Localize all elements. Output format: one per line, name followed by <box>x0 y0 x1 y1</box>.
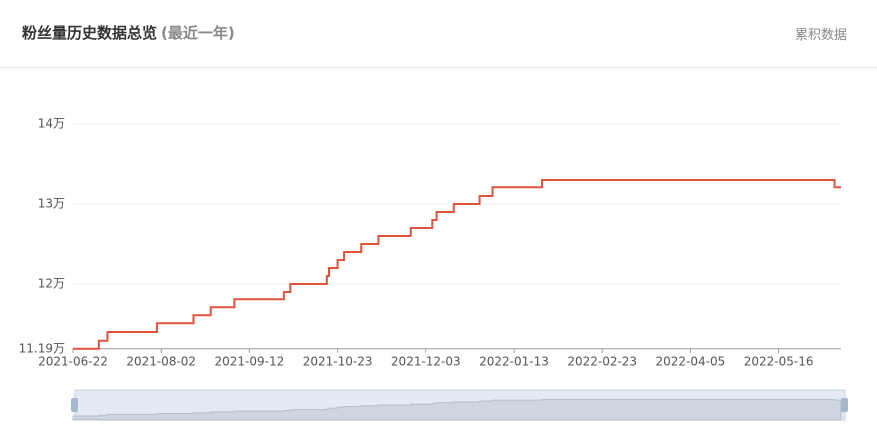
series-line <box>73 179 841 350</box>
x-tick-label: 2021-12-03 <box>391 354 461 368</box>
title: 粉丝量历史数据总览 <box>22 24 158 42</box>
zoom-preview <box>72 398 842 421</box>
title-wrap: 粉丝量历史数据总览 (最近一年) <box>22 22 235 43</box>
zoom-handle[interactable] <box>841 398 848 412</box>
subtitle: (最近一年) <box>161 24 235 42</box>
x-tick-label: 2022-02-23 <box>567 354 637 368</box>
x-tick-label: 2022-05-16 <box>744 354 814 368</box>
zoom-handle[interactable] <box>71 398 78 412</box>
x-tick-label: 2021-09-12 <box>215 354 285 368</box>
header: 粉丝量历史数据总览 (最近一年) 累积数据 <box>0 0 877 68</box>
x-tick-label: 2021-08-02 <box>126 354 196 368</box>
y-tick-label: 13万 <box>38 197 65 211</box>
y-tick-label: 14万 <box>38 117 65 131</box>
y-tick-label: 11.19万 <box>19 341 65 355</box>
toggle[interactable]: 累积数据 <box>794 28 847 43</box>
x-tick-label: 2022-01-13 <box>479 354 549 368</box>
y-tick-label: 12万 <box>38 277 65 291</box>
x-tick-label: 2021-10-23 <box>303 354 373 368</box>
x-tick-label: 2021-06-22 <box>38 354 108 368</box>
x-tick-label: 2022-04-05 <box>656 354 726 368</box>
